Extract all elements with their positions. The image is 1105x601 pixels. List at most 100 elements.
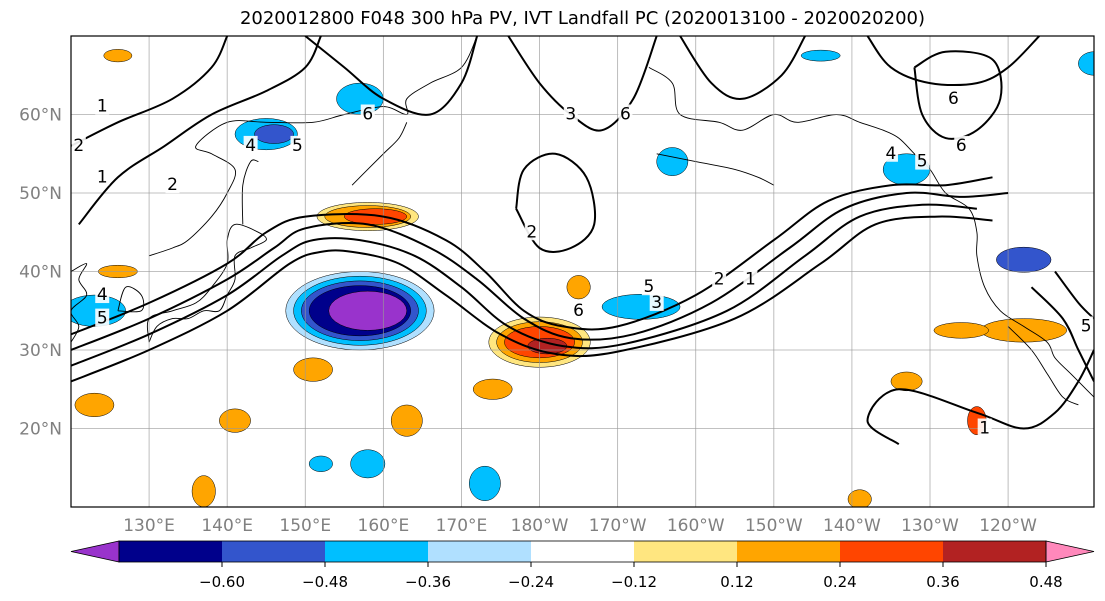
- coastline: [241, 159, 259, 225]
- coastline: [1007, 326, 1079, 406]
- colorbar-tick-label: −0.24: [508, 573, 554, 591]
- latitude-label: 50°N: [19, 184, 62, 204]
- colorbar-segment: [840, 541, 944, 562]
- contour-label: 2: [714, 269, 725, 289]
- pv-anomaly-patch: [350, 449, 386, 479]
- pv-anomaly-patch: [191, 475, 216, 507]
- longitude-label: 150°W: [745, 516, 803, 536]
- contour-label-mask: [360, 104, 375, 123]
- contour-label-mask: [95, 285, 110, 304]
- contour-label-mask: [946, 88, 961, 107]
- colorbar-segment: [943, 541, 1047, 562]
- ivt-contour-line: [78, 36, 322, 226]
- coastline: [656, 153, 775, 186]
- pv-anomaly-patch: [103, 49, 133, 63]
- ivt-contour-line: [866, 36, 1041, 87]
- longitude-label: 160°E: [358, 516, 410, 536]
- longitude-label: 170°E: [436, 516, 488, 536]
- contour-label: 5: [1081, 316, 1092, 336]
- contour-label-mask: [712, 269, 727, 288]
- contour-label-mask: [915, 151, 930, 170]
- coastline: [71, 263, 88, 343]
- pv-anomaly-patch: [293, 357, 333, 382]
- pv-anomaly-patch: [996, 246, 1052, 273]
- contour-label: 6: [956, 136, 967, 156]
- ivt-contour-line: [71, 215, 993, 383]
- contour-label-mask: [571, 300, 586, 319]
- colorbar-segment: [737, 541, 841, 562]
- longitude-label: 180°W: [511, 516, 569, 536]
- pv-anomaly-patch: [980, 318, 1067, 343]
- colorbar-tick-label: −0.48: [302, 573, 348, 591]
- axis-label-layer: 60°N 50°N 40°N 30°N 20°N 130°E 140°E 150°E 160°E…: [19, 106, 1037, 537]
- colorbar-segment: [119, 541, 223, 562]
- contour-label-mask: [95, 96, 110, 115]
- coastline: [117, 286, 145, 313]
- latitude-label: 30°N: [19, 341, 62, 361]
- pv-anomaly-patch: [800, 49, 841, 62]
- map-frame: [70, 35, 1095, 508]
- pv-anomaly-patch: [308, 455, 333, 472]
- contour-label: 1: [97, 167, 108, 187]
- colorbar-segment: [428, 541, 532, 562]
- contour-label-mask: [95, 167, 110, 186]
- pv-anomaly-patch: [890, 371, 923, 392]
- contour-label: 4: [886, 144, 897, 164]
- contour-label-mask: [524, 222, 539, 241]
- colorbar-tick-label: 0.36: [926, 573, 959, 591]
- ivt-contour-line: [679, 36, 806, 100]
- contour-label: 2: [526, 222, 537, 242]
- colorbar-extend-low: [70, 540, 120, 563]
- latitude-label: 60°N: [19, 106, 62, 126]
- ivt-contour-layer: [71, 36, 1094, 446]
- ivt-contour-line: [1030, 286, 1094, 382]
- colorbar: −0.60 −0.48 −0.36 −0.24 −0.12 0.12 0.24 0.36 0.4…: [70, 540, 1095, 591]
- pv-anomaly-patch: [656, 147, 689, 176]
- colorbar-segment: [222, 541, 326, 562]
- ivt-contour-line: [515, 152, 596, 253]
- colorbar-tick-label: 0.12: [720, 573, 753, 591]
- longitude-label: 150°E: [279, 516, 331, 536]
- ivt-contour-line: [71, 191, 1009, 351]
- latitude-label: 20°N: [19, 420, 62, 440]
- contour-label: 4: [245, 136, 256, 156]
- pv-anomaly-patch: [74, 392, 115, 417]
- colorbar-tick-label: 0.48: [1029, 573, 1062, 591]
- map-title: 2020012800 F048 300 hPa PV, IVT Landfall…: [239, 8, 926, 29]
- longitude-label: 130°W: [901, 516, 959, 536]
- colorbar-outline: [118, 540, 1047, 563]
- longitude-label: 130°E: [123, 516, 175, 536]
- contour-label: 6: [948, 89, 959, 109]
- pv-anomaly-patch: [472, 378, 513, 400]
- pv-anomaly-patch: [336, 82, 384, 115]
- contour-label-mask: [563, 104, 578, 123]
- pv-anomaly-patch: [344, 208, 408, 225]
- contour-label: 2: [73, 136, 84, 156]
- contour-label-mask: [290, 135, 305, 154]
- pv-anomaly-patch: [254, 124, 294, 144]
- contour-label: 1: [745, 269, 756, 289]
- longitude-label: 140°W: [823, 516, 881, 536]
- pv-anomaly-patch: [469, 465, 501, 501]
- coastline: [146, 223, 267, 343]
- contour-label: 2: [167, 175, 178, 195]
- contour-label-mask: [641, 277, 656, 296]
- colorbar-tick-label: −0.12: [611, 573, 657, 591]
- pv-anomaly-patch: [390, 404, 423, 437]
- ivt-contour-line: [507, 36, 658, 132]
- contour-label: 4: [97, 285, 108, 305]
- latitude-label: 40°N: [19, 263, 62, 283]
- contour-label-mask: [243, 135, 258, 154]
- contour-label: 5: [292, 136, 303, 156]
- contour-label: 5: [643, 277, 654, 297]
- contour-label-mask: [618, 104, 633, 123]
- contour-label: 6: [620, 105, 631, 125]
- contour-label-mask: [954, 135, 969, 154]
- ivt-contour-line: [71, 203, 977, 367]
- pv-anomaly-patch: [601, 294, 681, 320]
- contour-label-mask: [95, 308, 110, 327]
- contour-label: 6: [573, 301, 584, 321]
- ivt-contour-line: [71, 176, 993, 336]
- colorbar-tick-label: 0.24: [823, 573, 856, 591]
